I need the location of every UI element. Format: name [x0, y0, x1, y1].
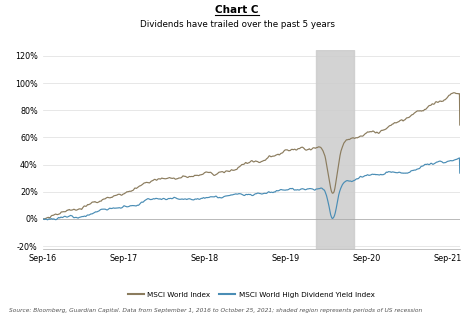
Bar [317, 50, 355, 249]
Text: Source: Bloomberg, Guardian Capital. Data from September 1, 2016 to October 25, : Source: Bloomberg, Guardian Capital. Dat… [9, 308, 423, 313]
Text: Dividends have trailed over the past 5 years: Dividends have trailed over the past 5 y… [139, 20, 335, 30]
Text: Chart C: Chart C [215, 5, 259, 15]
Legend: MSCI World Index, MSCI World High Dividend Yield Index: MSCI World Index, MSCI World High Divide… [125, 289, 377, 301]
